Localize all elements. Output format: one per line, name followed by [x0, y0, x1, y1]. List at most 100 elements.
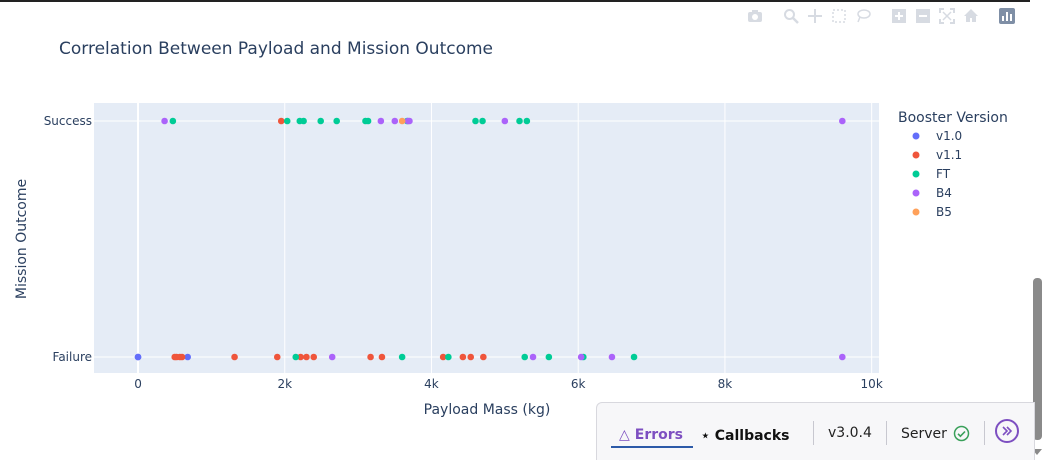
data-point[interactable]	[398, 117, 406, 125]
chart-modebar	[745, 6, 1017, 26]
legend-title: Booster Version	[898, 110, 1008, 126]
data-point[interactable]	[467, 353, 475, 361]
errors-tab[interactable]: △ Errors	[611, 424, 693, 448]
legend-marker[interactable]	[912, 189, 920, 197]
legend-item-label[interactable]: B5	[936, 205, 952, 219]
data-point[interactable]	[134, 353, 142, 361]
dash-devtools-bar: △ Errors ⋆ Callbacks v3.0.4 Server	[596, 402, 1035, 460]
errors-tab-label: Errors	[634, 427, 684, 443]
data-point[interactable]	[472, 117, 479, 125]
server-label: Server	[901, 425, 947, 442]
data-point[interactable]	[283, 117, 291, 125]
data-point[interactable]	[317, 117, 324, 125]
zoom-in-icon[interactable]	[889, 6, 909, 26]
data-point[interactable]	[839, 117, 846, 125]
y-tick-label: Failure	[53, 350, 92, 364]
data-point[interactable]	[328, 353, 336, 361]
legend-marker[interactable]	[912, 132, 920, 140]
x-tick-label: 2k	[277, 377, 292, 391]
camera-icon[interactable]	[745, 6, 765, 26]
data-point[interactable]	[501, 117, 509, 125]
scroll-down-arrow-icon[interactable]	[1032, 449, 1042, 455]
data-point[interactable]	[178, 353, 186, 361]
data-point[interactable]	[231, 353, 238, 361]
data-point[interactable]	[529, 353, 537, 361]
data-point[interactable]	[377, 117, 385, 125]
legend-item-label[interactable]: FT	[936, 167, 951, 181]
data-point[interactable]	[297, 353, 304, 361]
legend-item-label[interactable]: v1.1	[936, 148, 962, 162]
data-point[interactable]	[439, 353, 447, 361]
plot-area	[94, 103, 879, 373]
x-tick-label: 8k	[718, 377, 733, 391]
data-point[interactable]	[839, 353, 846, 361]
data-point[interactable]	[277, 117, 285, 125]
data-point[interactable]	[445, 353, 452, 361]
data-point[interactable]	[367, 353, 374, 361]
y-axis-ticks: Failure Success	[44, 114, 92, 364]
data-point[interactable]	[459, 353, 467, 361]
gridlines	[94, 103, 879, 373]
version-label: v3.0.4	[828, 425, 872, 441]
data-point[interactable]	[364, 117, 372, 125]
legend-item-label[interactable]: v1.0	[936, 129, 962, 143]
data-point[interactable]	[608, 353, 616, 361]
data-point[interactable]	[169, 117, 177, 125]
y-tick-label: Success	[44, 114, 92, 128]
x-tick-label: 10k	[861, 377, 883, 391]
data-point[interactable]	[303, 353, 310, 361]
data-point[interactable]	[523, 117, 531, 125]
scrollbar-thumb[interactable]	[1033, 278, 1042, 440]
divider	[886, 421, 887, 445]
legend[interactable]: v1.0 v1.1 FT B4 B5	[912, 129, 963, 219]
data-point[interactable]	[300, 117, 307, 125]
plotly-logo-icon[interactable]	[997, 6, 1017, 26]
callbacks-graph-icon: ⋆	[701, 428, 710, 444]
x-tick-label: 0	[134, 377, 142, 391]
pan-icon[interactable]	[805, 6, 825, 26]
zoom-out-icon[interactable]	[913, 6, 933, 26]
data-point[interactable]	[480, 353, 487, 361]
autoscale-icon[interactable]	[937, 6, 957, 26]
legend-marker[interactable]	[912, 151, 920, 159]
legend-marker[interactable]	[912, 208, 920, 216]
callbacks-tab-label: Callbacks	[714, 428, 790, 444]
callbacks-tab[interactable]: ⋆ Callbacks	[701, 424, 790, 448]
data-point[interactable]	[378, 353, 386, 361]
server-status[interactable]: Server	[901, 425, 970, 442]
zoom-icon[interactable]	[781, 6, 801, 26]
data-point[interactable]	[273, 353, 281, 361]
data-points[interactable]	[134, 117, 846, 361]
data-point[interactable]	[161, 117, 168, 125]
data-point[interactable]	[577, 353, 585, 361]
legend-item-label[interactable]: B4	[936, 186, 952, 200]
data-point[interactable]	[292, 353, 300, 361]
data-point[interactable]	[184, 353, 191, 361]
data-point[interactable]	[630, 353, 638, 361]
page-scrollbar[interactable]	[1030, 0, 1045, 460]
divider	[984, 421, 985, 445]
data-point[interactable]	[545, 353, 553, 361]
data-point[interactable]	[516, 117, 523, 125]
y-axis-title: Mission Outcome	[14, 179, 30, 299]
data-point[interactable]	[521, 353, 529, 361]
data-point[interactable]	[333, 117, 340, 125]
x-tick-label: 4k	[424, 377, 439, 391]
data-point[interactable]	[398, 353, 406, 361]
lasso-select-icon[interactable]	[853, 6, 873, 26]
legend-marker[interactable]	[912, 170, 920, 178]
data-point[interactable]	[391, 117, 399, 125]
check-circle-icon	[953, 425, 970, 442]
data-point[interactable]	[406, 117, 413, 125]
divider	[813, 421, 814, 445]
x-axis-title: Payload Mass (kg)	[424, 402, 551, 418]
window-top-border	[0, 0, 1045, 2]
data-point[interactable]	[310, 353, 318, 361]
expand-devtools-icon[interactable]	[995, 419, 1019, 443]
chart-title: Correlation Between Payload and Mission …	[59, 39, 493, 59]
box-select-icon[interactable]	[829, 6, 849, 26]
data-point[interactable]	[479, 117, 486, 125]
reset-axes-icon[interactable]	[961, 6, 981, 26]
x-tick-label: 6k	[571, 377, 586, 391]
